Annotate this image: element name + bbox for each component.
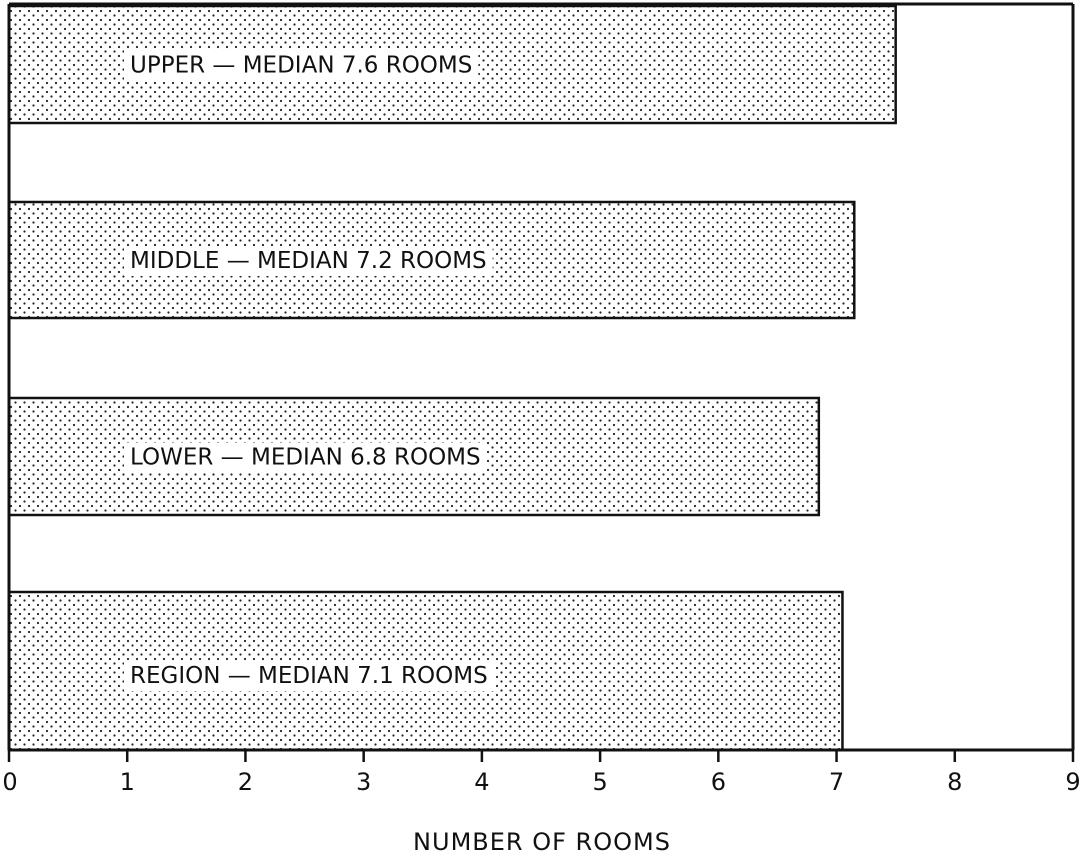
bar-label-bg-lower [124,442,487,473]
x-tick-label-1: 1 [120,768,135,796]
bar-label-bg-middle [124,246,493,276]
bar-label-lower: LOWER — MEDIAN 6.8 ROOMS [130,445,481,471]
x-tick-label-6: 6 [711,768,726,796]
bar-label-middle: MIDDLE — MEDIAN 7.2 ROOMS [130,248,487,274]
x-tick-label-9: 9 [1065,768,1080,796]
x-tick-label-2: 2 [238,768,253,796]
x-tick-label-3: 3 [356,768,371,796]
x-tick-label-7: 7 [829,768,844,796]
x-tick-label-5: 5 [592,768,607,796]
x-tick-label-4: 4 [474,768,489,796]
bar-label-bg-upper [124,50,479,81]
x-tick-label-8: 8 [947,768,962,796]
x-tick-label-0: 0 [2,768,17,796]
bar-label-region: REGION — MEDIAN 7.1 ROOMS [130,663,488,689]
bar-label-bg-region [124,661,494,691]
x-axis-title: NUMBER OF ROOMS [413,828,671,856]
bar-label-upper: UPPER — MEDIAN 7.6 ROOMS [130,53,472,79]
